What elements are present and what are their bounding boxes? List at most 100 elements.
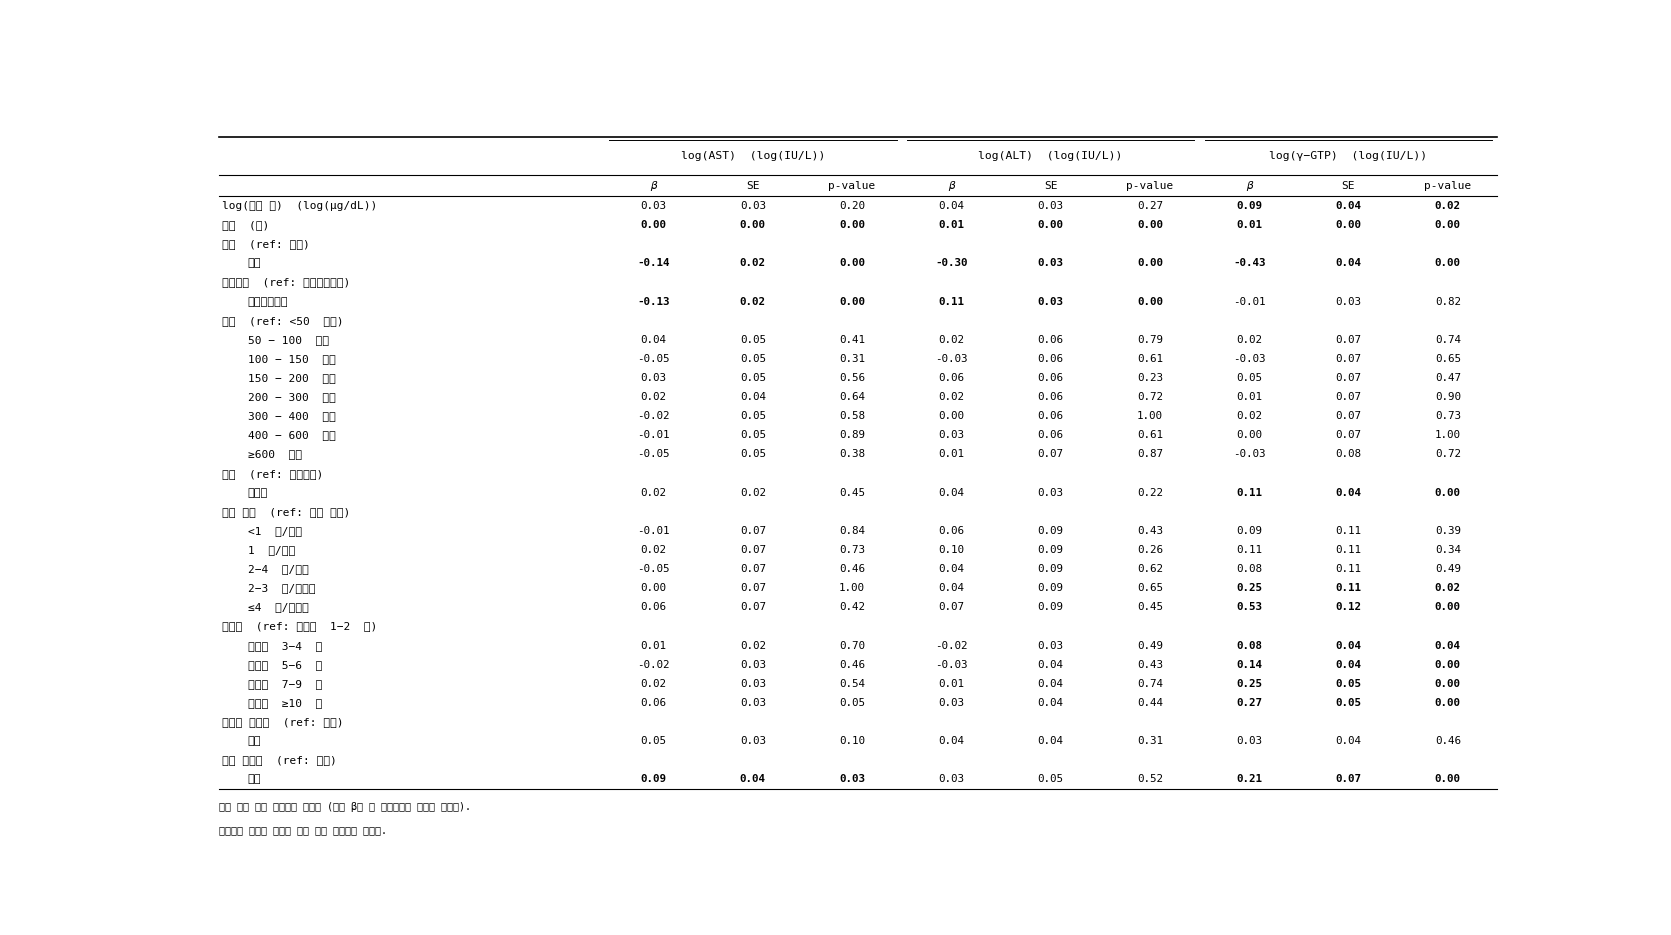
Text: -0.05: -0.05 xyxy=(637,564,670,574)
Text: 성별  (ref: 남성): 성별 (ref: 남성) xyxy=(222,239,309,250)
Text: 0.72: 0.72 xyxy=(1435,450,1460,459)
Text: 0.07: 0.07 xyxy=(740,545,765,555)
Text: 0.01: 0.01 xyxy=(939,450,964,459)
Text: 0.01: 0.01 xyxy=(939,220,964,230)
Text: 한번에  3−4  잔: 한번에 3−4 잔 xyxy=(247,640,323,651)
Text: <1  회/한달: <1 회/한달 xyxy=(247,525,302,536)
Text: 0.43: 0.43 xyxy=(1136,660,1163,669)
Text: 0.20: 0.20 xyxy=(839,201,866,211)
Text: 0.04: 0.04 xyxy=(939,564,964,574)
Text: 0.03: 0.03 xyxy=(1038,296,1064,307)
Text: 0.09: 0.09 xyxy=(1237,201,1262,211)
Text: 0.00: 0.00 xyxy=(1136,258,1163,268)
Text: 0.05: 0.05 xyxy=(740,335,765,345)
Text: 0.05: 0.05 xyxy=(1038,774,1064,784)
Text: 0.09: 0.09 xyxy=(1038,525,1064,536)
Text: 0.02: 0.02 xyxy=(640,545,667,555)
Text: -0.05: -0.05 xyxy=(637,450,670,459)
Text: 0.61: 0.61 xyxy=(1136,354,1163,364)
Text: 0.03: 0.03 xyxy=(740,698,765,708)
Text: 0.04: 0.04 xyxy=(1038,660,1064,669)
Text: 0.08: 0.08 xyxy=(1237,640,1262,651)
Text: 0.07: 0.07 xyxy=(1335,335,1362,345)
Text: 0.23: 0.23 xyxy=(1136,373,1163,383)
Text: 0.02: 0.02 xyxy=(640,679,667,689)
Text: 0.00: 0.00 xyxy=(1237,430,1262,440)
Text: 0.87: 0.87 xyxy=(1136,450,1163,459)
Text: 0.00: 0.00 xyxy=(740,220,765,230)
Text: 0.06: 0.06 xyxy=(939,525,964,536)
Text: 0.06: 0.06 xyxy=(640,602,667,612)
Text: 0.46: 0.46 xyxy=(839,660,866,669)
Text: 0.08: 0.08 xyxy=(1335,450,1362,459)
Text: 0.04: 0.04 xyxy=(1335,488,1362,497)
Text: 있음: 있음 xyxy=(247,774,261,784)
Text: 0.31: 0.31 xyxy=(839,354,866,364)
Text: 0.64: 0.64 xyxy=(839,392,866,402)
Text: 0.06: 0.06 xyxy=(1038,354,1064,364)
Text: 0.04: 0.04 xyxy=(1038,736,1064,746)
Text: 0.07: 0.07 xyxy=(740,564,765,574)
Text: 흠연자: 흠연자 xyxy=(247,488,267,497)
Text: 2−4  회/한달: 2−4 회/한달 xyxy=(247,564,309,574)
Text: 0.62: 0.62 xyxy=(1136,564,1163,574)
Text: β: β xyxy=(1247,180,1253,191)
Text: 0.09: 0.09 xyxy=(1237,525,1262,536)
Text: 0.07: 0.07 xyxy=(1335,411,1362,422)
Text: -0.02: -0.02 xyxy=(637,411,670,422)
Text: 0.73: 0.73 xyxy=(1435,411,1460,422)
Text: 한번에  7−9  잔: 한번에 7−9 잔 xyxy=(247,679,323,689)
Text: 0.01: 0.01 xyxy=(939,679,964,689)
Text: 0.27: 0.27 xyxy=(1237,698,1262,708)
Text: 0.00: 0.00 xyxy=(839,296,866,307)
Text: 150 − 200  만원: 150 − 200 만원 xyxy=(247,373,336,383)
Text: 0.00: 0.00 xyxy=(1038,220,1064,230)
Text: 0.02: 0.02 xyxy=(740,296,765,307)
Text: 0.45: 0.45 xyxy=(1136,602,1163,612)
Text: log(γ−GTP)  (log(IU/L)): log(γ−GTP) (log(IU/L)) xyxy=(1270,151,1427,161)
Text: 0.00: 0.00 xyxy=(1435,774,1460,784)
Text: 0.05: 0.05 xyxy=(1335,698,1362,708)
Text: 2−3  회/일주일: 2−3 회/일주일 xyxy=(247,583,316,594)
Text: 0.06: 0.06 xyxy=(1038,335,1064,345)
Text: 0.04: 0.04 xyxy=(1335,660,1362,669)
Text: 0.04: 0.04 xyxy=(740,774,765,784)
Text: 0.04: 0.04 xyxy=(640,335,667,345)
Text: 0.03: 0.03 xyxy=(740,736,765,746)
Text: 0.21: 0.21 xyxy=(1237,774,1262,784)
Text: 0.39: 0.39 xyxy=(1435,525,1460,536)
Text: β: β xyxy=(650,180,657,191)
Text: 0.72: 0.72 xyxy=(1136,392,1163,402)
Text: 0.46: 0.46 xyxy=(839,564,866,574)
Text: 0.89: 0.89 xyxy=(839,430,866,440)
Text: SE: SE xyxy=(1044,180,1058,191)
Text: 0.04: 0.04 xyxy=(1335,736,1362,746)
Text: 0.07: 0.07 xyxy=(1335,392,1362,402)
Text: 0.25: 0.25 xyxy=(1237,583,1262,594)
Text: 0.04: 0.04 xyxy=(1038,698,1064,708)
Text: 0.00: 0.00 xyxy=(839,258,866,268)
Text: 고혁압 과거력  (ref: 없음): 고혁압 과거력 (ref: 없음) xyxy=(222,717,343,727)
Text: 연령  (년): 연령 (년) xyxy=(222,220,269,230)
Text: 0.04: 0.04 xyxy=(939,488,964,497)
Text: 0.03: 0.03 xyxy=(839,774,866,784)
Text: 0.02: 0.02 xyxy=(640,488,667,497)
Text: -0.05: -0.05 xyxy=(637,354,670,364)
Text: 100 − 150  만원: 100 − 150 만원 xyxy=(247,354,336,364)
Text: -0.01: -0.01 xyxy=(637,430,670,440)
Text: 0.06: 0.06 xyxy=(1038,392,1064,402)
Text: 1.00: 1.00 xyxy=(1435,430,1460,440)
Text: 0.74: 0.74 xyxy=(1435,335,1460,345)
Text: 0.04: 0.04 xyxy=(740,392,765,402)
Text: SE: SE xyxy=(1342,180,1355,191)
Text: 0.47: 0.47 xyxy=(1435,373,1460,383)
Text: 0.22: 0.22 xyxy=(1136,488,1163,497)
Text: 0.01: 0.01 xyxy=(1237,392,1262,402)
Text: -0.13: -0.13 xyxy=(637,296,670,307)
Text: 0.04: 0.04 xyxy=(939,201,964,211)
Text: 0.84: 0.84 xyxy=(839,525,866,536)
Text: 0.07: 0.07 xyxy=(740,525,765,536)
Text: 다중 선형 혼합 모형으로 분석함 (효과 β는 각 예측변수가 보정된 수치임).: 다중 선형 혼합 모형으로 분석함 (효과 β는 각 예측변수가 보정된 수치임… xyxy=(219,802,471,812)
Text: 0.03: 0.03 xyxy=(740,201,765,211)
Text: 있음: 있음 xyxy=(247,736,261,746)
